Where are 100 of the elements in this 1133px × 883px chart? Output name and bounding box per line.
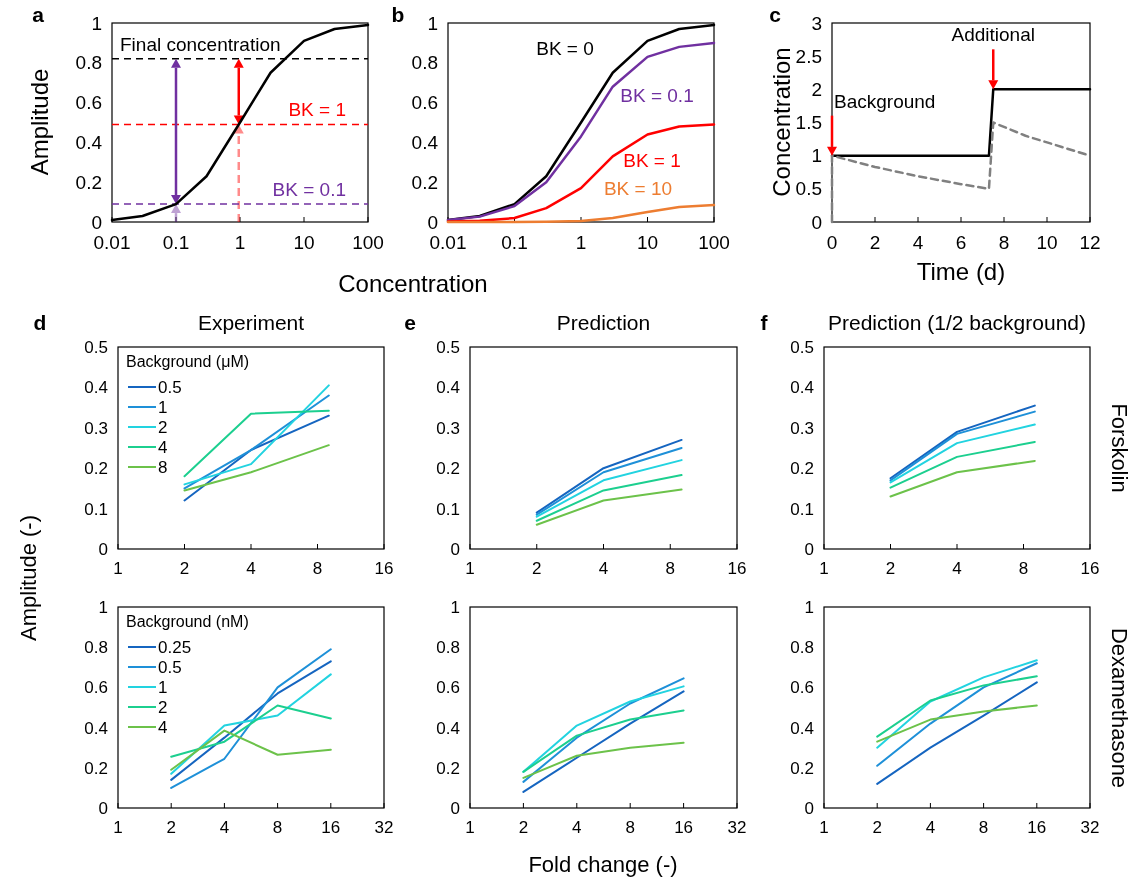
y-tick-label: 0 [811,211,822,233]
x-tick-label: 16 [374,559,394,578]
y-tick-label: 0.1 [436,499,460,519]
y-tick-label: 0.4 [790,378,814,398]
y-tick-label: 0.4 [75,132,103,154]
x-tick-label: 4 [219,818,230,837]
x-tick-label: 2 [179,559,190,578]
x-tick-label: 0.01 [93,232,131,253]
legend-label: 8 [158,457,168,477]
annotation: BK = 0.1 [272,179,346,201]
y-tick-label: 1 [91,12,102,34]
x-tick-label: 4 [598,559,609,578]
y-tick-label: 0 [91,211,102,233]
chart-title: Prediction (1/2 background) [828,311,1086,334]
line-series [876,659,1038,749]
line-series [522,685,685,773]
y-tick-label: 0.5 [84,337,108,357]
x-axis-title: Fold change (-) [528,852,678,877]
y-tick-label: 0.6 [790,678,814,698]
x-axis-title: Concentration [338,270,488,297]
line-series [522,741,685,779]
y-tick-label: 0.8 [84,638,108,658]
x-tick-label: 10 [636,232,659,253]
y-tick-label: 0.2 [75,171,102,193]
y-tick-label: 0 [98,539,108,559]
y-tick-label: 0.4 [436,378,460,398]
line-series [876,675,1038,738]
x-tick-label: 32 [374,818,394,837]
y-tick-label: 0.5 [436,337,460,357]
text: d [33,311,47,334]
x-tick-label: 8 [272,818,283,837]
x-tick-label: 6 [955,232,967,253]
y-tick-label: 0 [98,798,108,818]
x-tick-label: 2 [869,232,881,253]
annotation: Additional [951,24,1035,46]
x-tick-label: 8 [978,818,989,837]
x-tick-label: 8 [998,232,1010,253]
y-tick-label: 0.8 [411,52,438,74]
text: a [32,3,45,26]
text: Forskolin [1107,403,1132,493]
y-tick-label: 0.3 [84,418,108,438]
y-tick-label: 0 [427,211,438,233]
x-tick-label: 12 [1079,232,1101,253]
y-tick-label: 3 [811,12,822,34]
y-tick-label: 1 [427,12,438,34]
series-label: BK = 0.1 [620,84,694,106]
y-tick-label: 0.8 [75,52,102,74]
y-tick-label: 0.2 [436,459,460,479]
legend-title: Background (nM) [126,613,249,630]
x-tick-label: 4 [925,818,936,837]
y-tick-label: 1 [98,597,108,617]
text: f [760,311,769,334]
y-tick-label: 0.4 [790,718,814,738]
x-tick-label: 2 [532,559,542,578]
legend-label: 4 [158,717,168,737]
legend-label: 4 [158,437,168,457]
x-tick-label: 1 [465,559,475,578]
x-tick-label: 32 [1080,818,1100,837]
y-tick-label: 0 [804,798,814,818]
x-tick-label: 16 [1080,559,1100,578]
y-tick-label: 0 [450,798,460,818]
x-tick-label: 1 [465,818,475,837]
x-tick-label: 4 [912,232,924,253]
x-tick-label: 0.1 [162,232,190,253]
y-tick-label: 0.5 [795,178,822,200]
y-tick-label: 0 [450,539,460,559]
x-tick-label: 10 [293,232,315,253]
x-tick-label: 100 [352,232,384,253]
y-tick-label: 0.2 [84,758,108,778]
y-tick-label: 0.4 [84,378,108,398]
annotation: BK = 1 [288,99,346,121]
x-tick-label: 100 [698,232,730,253]
x-tick-label: 2 [518,818,529,837]
text: e [404,311,416,334]
y-tick-label: 0 [804,539,814,559]
line-series [170,704,332,758]
y-tick-label: 0.2 [790,459,814,479]
x-tick-label: 16 [727,559,747,578]
x-tick-label: 8 [665,559,675,578]
text: b [391,3,405,26]
y-axis-title: Amplitude (-) [16,515,41,641]
x-tick-label: 1 [113,559,123,578]
x-tick-label: 32 [727,818,747,837]
y-tick-label: 2.5 [795,45,822,67]
legend-label: 0.5 [158,377,182,397]
y-tick-label: 0.4 [84,718,108,738]
y-tick-label: 0.2 [790,758,814,778]
x-tick-label: 1 [113,818,123,837]
series-label: BK = 1 [623,149,681,171]
chart-title: Prediction [556,311,651,334]
y-tick-label: 1.5 [795,112,822,134]
x-tick-label: 4 [952,559,962,578]
legend-label: 0.5 [158,657,182,677]
text: c [769,3,782,26]
x-tick-label: 2 [166,818,176,837]
x-tick-label: 1 [234,232,246,253]
x-tick-label: 0.1 [501,232,528,253]
x-tick-label: 16 [321,818,341,837]
x-axis-title: Time (d) [916,258,1006,285]
x-tick-label: 10 [1036,232,1058,253]
